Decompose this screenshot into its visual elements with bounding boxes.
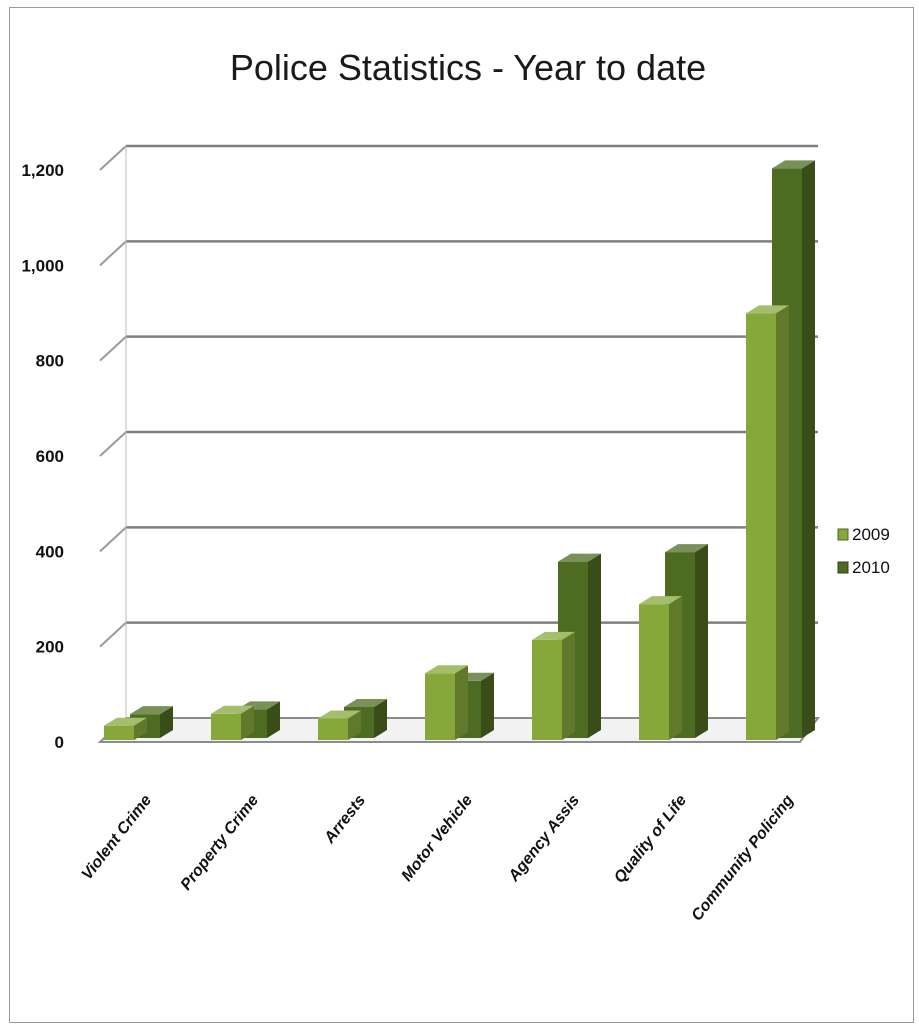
y-tick-label: 600 bbox=[36, 447, 64, 466]
bar-side bbox=[669, 596, 682, 740]
bar-front bbox=[639, 604, 669, 740]
bar-top bbox=[665, 544, 708, 553]
bars bbox=[104, 160, 815, 740]
gridline-side bbox=[99, 621, 127, 648]
legend-swatch bbox=[837, 561, 849, 574]
gridline-side bbox=[99, 526, 127, 553]
category-label: Quality of Life bbox=[611, 792, 690, 887]
y-tick-label: 0 bbox=[55, 733, 64, 752]
bar-front bbox=[211, 713, 241, 740]
bar-top bbox=[130, 706, 173, 715]
legend: 2009 2010 bbox=[837, 525, 890, 577]
bar-side bbox=[241, 705, 254, 740]
bar-side bbox=[267, 701, 280, 738]
gridline-side bbox=[99, 335, 127, 362]
bar-top bbox=[772, 160, 815, 169]
bar-front bbox=[104, 725, 134, 740]
bar-side bbox=[776, 305, 789, 740]
bar-side bbox=[562, 631, 575, 740]
bar-side bbox=[481, 672, 494, 738]
bar-top bbox=[211, 705, 254, 714]
category-label: Agency Assis bbox=[505, 792, 583, 886]
bar-top bbox=[639, 596, 682, 605]
chart-title: Police Statistics - Year to date bbox=[230, 47, 706, 88]
gridlines bbox=[97, 144, 820, 743]
gridline-side bbox=[99, 145, 127, 171]
bar-2009-property-crime bbox=[211, 705, 254, 740]
y-tick-label: 800 bbox=[36, 352, 64, 371]
bar-side bbox=[160, 706, 173, 738]
bar-top bbox=[425, 665, 468, 674]
bar-front bbox=[318, 718, 348, 740]
bar-side bbox=[588, 553, 601, 738]
bar-top bbox=[318, 710, 361, 719]
bar-top bbox=[746, 305, 789, 314]
bar-front bbox=[746, 313, 776, 740]
y-tick-label: 1,000 bbox=[21, 256, 64, 275]
bar-front bbox=[532, 639, 562, 740]
bar-2009-agency-assis bbox=[532, 631, 575, 740]
category-labels: Violent Crime Property Crime Arrests Motor … bbox=[79, 792, 798, 925]
bar-2009-community-policing bbox=[746, 305, 789, 740]
y-tick-label: 1,200 bbox=[21, 161, 64, 180]
legend-label: 2009 bbox=[852, 525, 890, 544]
y-tick-label: 200 bbox=[36, 638, 64, 657]
bar-side bbox=[374, 699, 387, 738]
category-label: Arrests bbox=[321, 792, 370, 847]
bar-front bbox=[425, 673, 455, 740]
category-label: Violent Crime bbox=[79, 792, 156, 883]
bar-side bbox=[695, 544, 708, 738]
bar-top bbox=[558, 553, 601, 562]
category-label: Community Policing bbox=[689, 792, 798, 925]
bar-2009-motor-vehicle bbox=[425, 665, 468, 740]
legend-swatch bbox=[837, 528, 849, 541]
bar-2009-arrests bbox=[318, 710, 361, 740]
bar-side bbox=[348, 710, 361, 740]
bar-top bbox=[344, 699, 387, 708]
bar-side bbox=[134, 717, 147, 740]
bar-side bbox=[802, 160, 815, 739]
legend-label: 2010 bbox=[852, 558, 890, 577]
gridline-side bbox=[99, 240, 127, 267]
gridline-side bbox=[99, 431, 127, 457]
bar-top bbox=[104, 717, 147, 726]
y-axis-ticks: 0 200 400 600 800 1,000 1,200 bbox=[21, 161, 64, 752]
category-label: Motor Vehicle bbox=[399, 792, 477, 885]
bar-top bbox=[532, 631, 575, 640]
y-tick-label: 400 bbox=[36, 542, 64, 561]
category-label: Property Crime bbox=[178, 792, 263, 894]
bar-2009-quality-of-life bbox=[639, 596, 682, 740]
bar-side bbox=[455, 665, 468, 740]
bar-2009-violent-crime bbox=[104, 717, 147, 740]
